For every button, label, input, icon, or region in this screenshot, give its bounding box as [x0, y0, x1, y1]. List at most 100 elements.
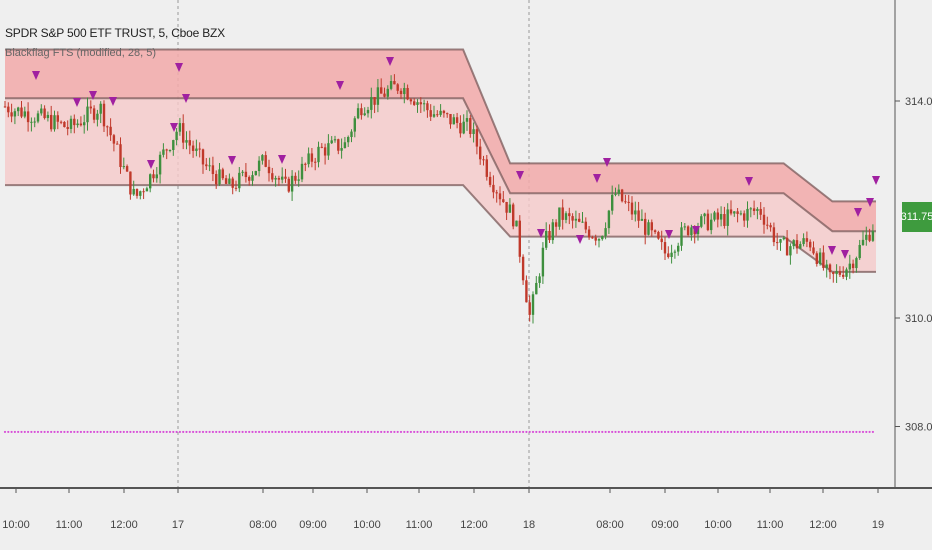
- candle-body: [10, 112, 13, 117]
- indicator-dot: [588, 430, 591, 434]
- indicator-dot: [802, 430, 805, 434]
- candle-body: [848, 263, 851, 270]
- candle-body: [459, 122, 462, 134]
- indicator-dot: [215, 430, 218, 434]
- signal-marker: [537, 229, 545, 238]
- candle-body: [541, 247, 545, 277]
- candle-body: [106, 126, 109, 128]
- candle-body: [578, 218, 581, 222]
- candle-body: [772, 227, 776, 243]
- indicator-dot: [776, 430, 779, 434]
- candle-body: [46, 114, 50, 119]
- candle-body: [389, 81, 393, 89]
- indicator-dot: [182, 430, 185, 434]
- indicator-dot: [357, 430, 360, 434]
- time-tick-label: 19: [872, 519, 884, 531]
- candle-body: [231, 178, 234, 188]
- indicator-dot: [541, 430, 545, 434]
- indicator-dot: [647, 430, 650, 434]
- candle-body: [683, 226, 686, 228]
- signal-marker: [147, 160, 155, 169]
- candle-body: [244, 171, 248, 178]
- indicator-dot: [406, 430, 409, 434]
- indicator-dot: [63, 430, 66, 434]
- candle-body: [657, 232, 660, 239]
- indicator-dot: [416, 430, 419, 434]
- indicator-dot: [20, 430, 23, 434]
- indicator-dot: [769, 430, 772, 434]
- indicator-dot: [465, 430, 469, 434]
- time-tick-label: 08:00: [596, 519, 624, 531]
- indicator-dot: [677, 430, 680, 434]
- indicator-dot: [251, 430, 254, 434]
- candle-body: [393, 81, 396, 85]
- indicator-dot: [330, 430, 333, 434]
- candle-body: [330, 140, 333, 144]
- indicator-dot: [192, 430, 195, 434]
- indicator-dot: [442, 430, 445, 434]
- indicator-dot: [264, 430, 267, 434]
- indicator-dot: [792, 430, 795, 434]
- candle-body: [198, 148, 201, 150]
- indicator-dot: [650, 430, 653, 434]
- indicator-dot: [30, 430, 33, 434]
- candle-body: [782, 237, 785, 240]
- indicator-dot: [139, 430, 142, 434]
- candle-body: [109, 126, 112, 136]
- candle-body: [30, 121, 33, 123]
- indicator-dot: [294, 430, 297, 434]
- indicator-dot: [436, 430, 439, 434]
- indicator-dot: [23, 430, 26, 434]
- indicator-dot: [79, 430, 82, 434]
- indicator-dot: [373, 430, 376, 434]
- indicator-dot: [162, 430, 165, 434]
- candle-body: [828, 264, 832, 273]
- candle-body: [762, 214, 766, 225]
- candle-body: [528, 302, 531, 315]
- candle-body: [752, 208, 756, 212]
- candle-body: [492, 184, 495, 193]
- indicator-dot: [205, 430, 208, 434]
- indicator-dot: [195, 430, 198, 434]
- indicator-dot: [46, 430, 50, 434]
- candle-body: [736, 211, 739, 214]
- signal-marker: [576, 235, 584, 244]
- candle-body: [663, 242, 667, 254]
- indicator-dot: [142, 430, 145, 434]
- candle-body: [13, 111, 17, 117]
- indicator-dot: [762, 430, 766, 434]
- candle-body: [89, 106, 92, 109]
- indicator-dot: [188, 430, 191, 434]
- indicator-dot: [663, 430, 667, 434]
- candle-body: [545, 230, 548, 248]
- indicator-dot: [865, 430, 868, 434]
- indicator-dot: [475, 430, 478, 434]
- candle-body: [135, 188, 139, 196]
- indicator-dot: [459, 430, 462, 434]
- candle-body: [290, 175, 294, 192]
- indicator-dot: [716, 430, 719, 434]
- candle-body: [43, 108, 46, 119]
- indicator-dot: [380, 430, 383, 434]
- indicator-dot: [607, 430, 611, 434]
- indicator-dot: [591, 430, 594, 434]
- candle-body: [257, 160, 261, 172]
- indicator-dot: [558, 430, 561, 434]
- indicator-dot: [604, 430, 607, 434]
- indicator-dot: [69, 430, 73, 434]
- indicator-dot: [383, 430, 386, 434]
- indicator-dot: [680, 430, 683, 434]
- candle-body: [607, 210, 611, 229]
- indicator-dot: [248, 430, 251, 434]
- indicator-dot: [83, 430, 86, 434]
- signal-marker: [516, 171, 524, 180]
- candle-body: [251, 175, 254, 181]
- indicator-dot: [512, 430, 515, 434]
- candle-body: [706, 213, 710, 231]
- signal-marker: [745, 177, 753, 186]
- candle-body: [76, 123, 79, 126]
- indicator-dot: [627, 430, 630, 434]
- indicator-dot: [502, 430, 505, 434]
- indicator-dot: [551, 430, 554, 434]
